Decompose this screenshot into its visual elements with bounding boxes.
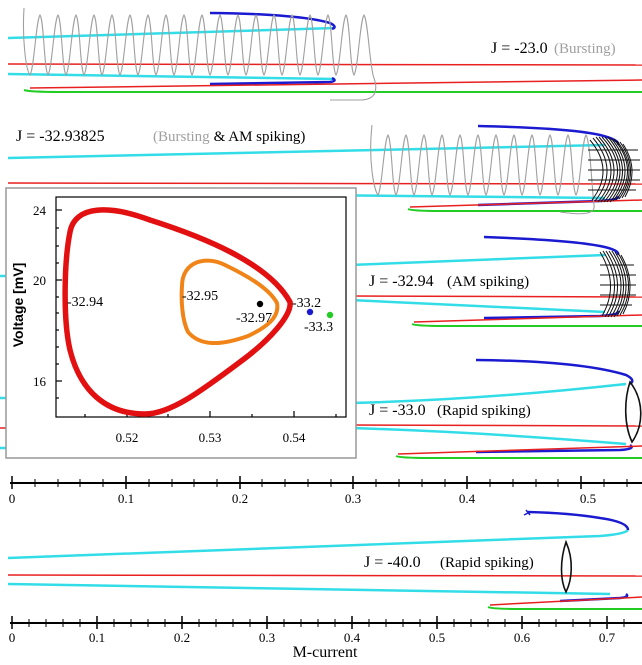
panel-4-green [395,455,642,459]
inset: 24 20 16 0.52 0.53 0.54 Voltage [mV] -32… [5,187,357,459]
panel-5-spiking-orbit [560,539,573,594]
panel-5-cyan-upper [7,529,629,560]
panel-4-cyan-lower [349,426,627,446]
inset-label-b: -32.95 [182,289,218,304]
panel-1-j-label: J = -23.0 [491,40,548,57]
axis-top-tick: 0.3 [345,491,361,506]
panel-5-cyan-lower [7,582,611,596]
inset-xtick: 0.53 [199,430,222,445]
inset-xtick: 0.54 [283,430,306,445]
panel-4-red-bottom [397,445,642,455]
axis-top-tick: 0.1 [118,491,134,506]
inset-ytick: 24 [33,203,47,218]
panel-4-spiking-orbit [624,380,642,444]
panel-5-j-label: J = -40.0 [364,554,421,571]
inset-xtick: 0.52 [116,430,139,445]
panel-5-red-bottom [489,596,642,606]
panel-4-j-label: J = -33.0 [369,402,426,419]
inset-label-a: -32.94 [67,295,103,310]
panel-1-red-top [7,63,642,66]
axis-top-tick: 0 [9,491,16,506]
axis-bottom-label: M-current [293,644,358,660]
panel-1-blue-upper [209,11,336,31]
panel-1: J = -23.0 (Bursting) [7,7,642,101]
panel-3: J = -32.94 (AM spiking) [349,235,642,327]
inset-ticks [56,209,337,417]
inset-orange-cycle [179,258,280,346]
inset-label-c: -32.97 [236,311,272,326]
axis-bottom-tick: 0.2 [174,630,190,645]
inset-blue-point [306,308,314,316]
axis-bottom-tick: 0.5 [429,630,445,645]
axis-bottom-tick: 0.4 [344,630,361,645]
panel-5-blue-arrow [523,509,531,516]
panel-1-red-bottom [29,79,642,89]
panel-2-am-spiking-band [588,136,640,203]
inset-ytick: 16 [33,374,47,389]
panel-3-cyan-upper [349,253,606,267]
inset-ytick: 20 [33,273,46,288]
panel-2-burst-trajectory [370,124,595,215]
panel-2-red-top [7,182,642,185]
panel-1-green [23,89,642,93]
panel-3-am-spiking-band [599,250,636,318]
axis-bottom: 0 0.1 0.2 0.3 0.4 0.5 0.6 0.7 M-current [9,616,642,661]
panel-1-blue-lower [209,76,336,86]
inset-label-d: -33.2 [292,296,321,311]
panel-4-regime-label: (Rapid spiking) [437,403,531,419]
panel-5-regime-label: (Rapid spiking) [440,555,534,571]
panel-5-green [487,606,642,610]
panel-2-regime-label: (Bursting & AM spiking) [153,129,305,145]
panel-3-blue-upper [483,235,620,256]
panel-3-cyan-lower [349,298,606,314]
axis-bottom-tick: 0.3 [259,630,275,645]
inset-red-cycle [62,207,293,417]
panel-4: J = -33.0 (Rapid spiking) [349,358,642,459]
inset-black-point [256,300,264,308]
axis-top: 0 0.1 0.2 0.3 0.4 0.5 [9,476,642,506]
panel-5-blue-upper [527,510,630,531]
panel-4-cyan-upper [349,382,627,405]
panel-3-j-label: J = -32.94 [369,273,434,290]
panel-2-j-label: J = -32.93825 [16,128,105,145]
panel-3-green [411,323,642,327]
inset-plot-area [55,196,347,418]
axis-bottom-tick: 0 [9,630,16,645]
panel-3-regime-label: (AM spiking) [447,274,529,290]
axis-top-tick: 0.4 [459,491,476,506]
axis-bottom-tick: 0.1 [89,630,105,645]
axis-top-tick: 0.5 [580,491,596,506]
axis-bottom-tick: 0.7 [599,630,616,645]
panel-2-cyan-upper [7,143,606,160]
inset-ylabel: Voltage [mV] [10,263,26,348]
inset-green-point [326,311,334,319]
inset-label-e: -33.3 [304,320,333,335]
panel-5-red-top [7,574,642,577]
panel-4-blue-upper [475,358,634,386]
panel-2-red-bottom [409,199,642,208]
axis-top-tick: 0.2 [232,491,248,506]
axis-bottom-tick: 0.6 [514,630,531,645]
panel-5: J = -40.0 (Rapid spiking) [7,509,642,610]
panel-4-red-top [349,424,642,427]
panel-1-cyan-upper [7,26,336,40]
panel-3-red-top [349,295,642,298]
panel-1-burst-trajectory [22,7,377,101]
panel-1-regime-label: (Bursting) [554,41,616,57]
panel-2-green [407,208,642,212]
panel-1-cyan-lower [7,72,336,81]
panel-3-red-bottom [413,314,642,323]
